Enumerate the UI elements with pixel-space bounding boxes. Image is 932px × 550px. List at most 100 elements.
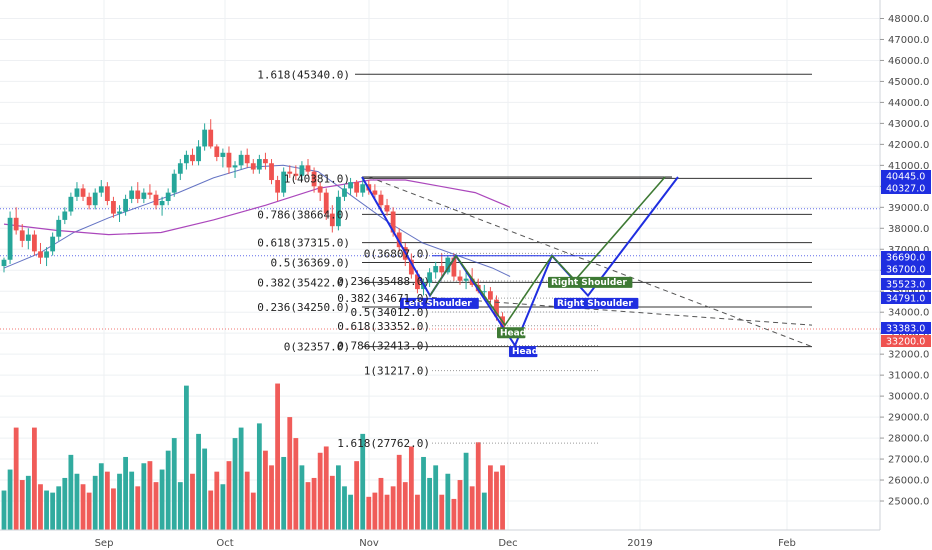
price-tag[interactable] [881, 251, 931, 263]
candle-body [439, 266, 445, 273]
volume-bar [269, 465, 274, 530]
candle-body [384, 205, 390, 212]
candle-body [208, 129, 214, 147]
candle-body [147, 192, 153, 195]
candle-body [287, 171, 293, 174]
price-tag[interactable] [881, 170, 931, 182]
price-tag[interactable] [881, 278, 931, 290]
volume-bar [159, 469, 165, 530]
y-tick-label: 34000.0 [888, 308, 929, 319]
pattern-label-bg [554, 297, 639, 309]
volume-bar [19, 480, 25, 530]
volume-bar [147, 461, 153, 530]
candle-body [263, 159, 268, 164]
time-axis[interactable]: Sep Oct Nov Dec 2019 Feb [0, 529, 880, 549]
candle-body [111, 201, 116, 214]
volume-bar [50, 492, 56, 530]
volume-bar [25, 475, 31, 530]
y-tick-label: 28000.0 [888, 434, 929, 445]
volume-bar [92, 475, 98, 530]
neckline-dashed [431, 297, 813, 326]
candle-body [232, 165, 238, 168]
fib-level-label: 0(32357.0) [284, 341, 350, 354]
fib-level-label: 1.618(45340.0) [257, 68, 350, 81]
fib-level-label: 0.618(33352.0) [337, 320, 430, 333]
candle-body [281, 171, 287, 193]
volume-bar [402, 482, 408, 530]
fib-level-label: 1.618(27762.0) [337, 437, 430, 450]
candle-body [329, 213, 335, 227]
price-tag-label: 34791.0 [886, 294, 925, 305]
pattern-label-bg [400, 297, 479, 309]
y-tick-label: 38000.0 [888, 224, 929, 235]
volume-bar [208, 490, 214, 530]
y-tick-label: 42000.0 [888, 140, 929, 151]
price-tag[interactable] [881, 263, 931, 275]
price-tag[interactable] [881, 335, 931, 347]
candle-body [238, 154, 244, 166]
price-tag[interactable] [881, 182, 931, 194]
candle-body [19, 230, 25, 241]
volume-bars [1, 383, 505, 530]
candle-body [256, 159, 262, 170]
volume-bar [336, 465, 341, 530]
candle-body [305, 165, 311, 172]
volume-bar [342, 486, 347, 530]
volume-bar [433, 465, 439, 530]
volume-bar [421, 456, 426, 530]
volume-bar [396, 454, 402, 530]
candle-body [275, 180, 280, 193]
y-tick-label: 31000.0 [888, 371, 929, 382]
volume-bar [86, 492, 92, 530]
candle-body [153, 194, 159, 206]
price-tag[interactable] [881, 292, 931, 304]
volume-bar [214, 471, 220, 530]
fibonacci-levels [0, 73, 880, 444]
volume-bar [165, 450, 171, 530]
volume-bar [275, 383, 280, 530]
candle-body [117, 211, 122, 214]
volume-bar [184, 385, 189, 530]
candle-body [244, 154, 250, 164]
y-tick-label: 25000.0 [888, 497, 929, 508]
price-axis[interactable]: 48000.0 47000.0 46000.0 45000.0 44000.0 43000… [879, 0, 932, 550]
volume-bar [238, 427, 244, 530]
fib-level-label: 0.786(32413.0) [337, 339, 430, 352]
candle-body [372, 190, 378, 195]
fib-level-label: 0.5(34012.0) [351, 306, 430, 319]
price-tag-label: 40445.0 [886, 172, 925, 183]
volume-bar [281, 456, 287, 530]
volume-bar [372, 492, 378, 530]
volume-bar [220, 484, 226, 530]
grid [0, 0, 880, 530]
volume-bar [256, 423, 262, 530]
price-tag-label: 36690.0 [886, 253, 925, 264]
x-tick-label: Feb [778, 538, 796, 549]
pattern-label-bg [548, 276, 633, 288]
volume-bar [32, 427, 37, 530]
price-tag-label: 33383.0 [886, 324, 925, 335]
pattern-green-line [429, 176, 666, 327]
x-tick-label: Oct [216, 538, 233, 549]
volume-bar [13, 427, 19, 530]
candle-body [56, 219, 62, 237]
volume-bar [481, 492, 487, 530]
volume-bar [171, 438, 177, 530]
y-tick-label: 43000.0 [888, 119, 929, 130]
pattern-label: Right Shoulder [557, 299, 633, 309]
volume-bar [354, 461, 360, 530]
candle-body [299, 165, 305, 176]
candle-body [86, 196, 92, 206]
price-tag[interactable] [881, 322, 931, 334]
candle-body [427, 272, 432, 283]
fib-labels: 1.618(45340.0) 1(40381.0) 0.786(38664.0) 0.… [257, 68, 430, 450]
y-tick-label: 37000.0 [888, 245, 929, 256]
candle-body [98, 186, 104, 193]
volume-bar [250, 492, 256, 530]
candles [1, 119, 505, 336]
candle-body [44, 251, 49, 258]
y-tick-label: 30000.0 [888, 392, 929, 403]
volume-bar [80, 484, 86, 530]
pattern-label: Right Shoulder [551, 278, 627, 288]
